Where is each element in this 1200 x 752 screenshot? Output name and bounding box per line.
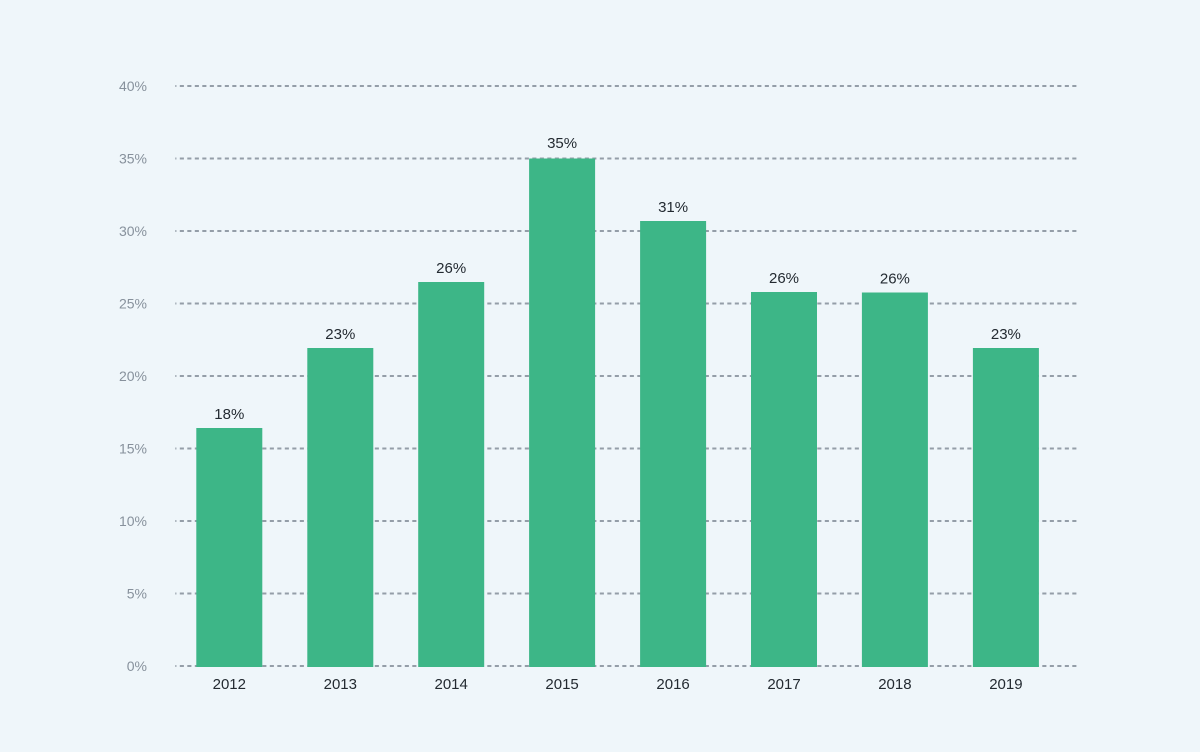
svg-text:26%: 26%: [769, 270, 799, 287]
svg-text:2015: 2015: [545, 676, 578, 693]
svg-text:2019: 2019: [989, 676, 1022, 693]
svg-text:2012: 2012: [213, 676, 246, 693]
svg-text:26%: 26%: [880, 271, 910, 288]
svg-text:31%: 31%: [658, 199, 688, 216]
svg-text:30%: 30%: [119, 223, 147, 239]
svg-text:2018: 2018: [878, 676, 911, 693]
svg-text:35%: 35%: [547, 135, 577, 152]
svg-text:2013: 2013: [324, 676, 357, 693]
svg-text:25%: 25%: [119, 296, 147, 312]
svg-text:10%: 10%: [119, 513, 147, 529]
svg-text:35%: 35%: [119, 151, 147, 167]
svg-text:2016: 2016: [656, 676, 689, 693]
svg-text:23%: 23%: [991, 326, 1021, 343]
svg-text:0%: 0%: [127, 658, 147, 674]
svg-text:18%: 18%: [214, 406, 244, 423]
svg-text:20%: 20%: [119, 368, 147, 384]
svg-text:15%: 15%: [119, 441, 147, 457]
svg-text:2014: 2014: [435, 676, 468, 693]
svg-text:26%: 26%: [436, 260, 466, 277]
svg-text:5%: 5%: [127, 586, 147, 602]
svg-text:2017: 2017: [767, 676, 800, 693]
svg-text:23%: 23%: [325, 326, 355, 343]
svg-text:40%: 40%: [119, 78, 147, 94]
